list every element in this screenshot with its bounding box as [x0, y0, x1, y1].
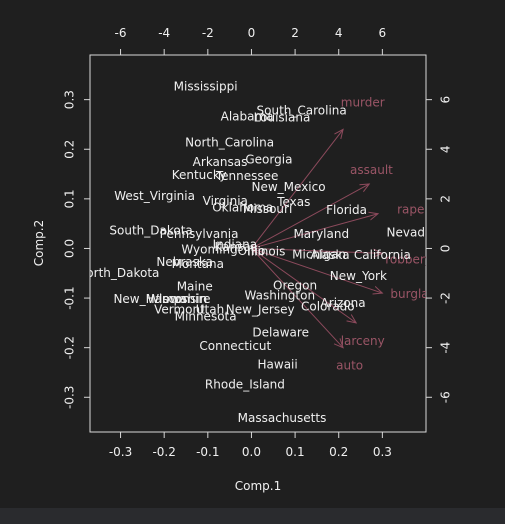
axes: -0.3 -0.2 -0.1 0.0 0.1 0.2 0.3 -0.3 -0.2 -0.1 0.0 0…: [63, 26, 453, 459]
state-label: Hawaii: [258, 358, 298, 372]
right-tick-label: 0: [439, 245, 453, 253]
state-label: Montana: [172, 257, 224, 271]
state-label: Nevada: [387, 226, 433, 240]
state-label: Mississippi: [174, 80, 238, 94]
state-label: North_Carolina: [185, 135, 274, 149]
state-label: Maryland: [293, 227, 349, 241]
top-tick-label: 2: [291, 26, 299, 40]
state-labels: MississippiSouth_CarolinaAlabamaLouisian…: [77, 80, 432, 425]
state-label: California: [354, 248, 411, 262]
y-tick-label: 0.2: [63, 140, 77, 159]
state-label: Arkansas: [193, 155, 248, 169]
state-label: New_Mexico: [252, 180, 326, 194]
right-tick-label: -4: [439, 342, 453, 354]
state-label: Connecticut: [199, 339, 271, 353]
bottom-strip: [0, 508, 505, 524]
loading-label-burglary: burglary: [390, 287, 440, 301]
y-tick-label: 0.1: [63, 189, 77, 208]
state-label: Florida: [326, 203, 367, 217]
state-label: Delaware: [252, 325, 309, 339]
right-tick-label: -6: [439, 391, 453, 403]
right-tick-label: -2: [439, 292, 453, 304]
state-label: Colorado: [301, 299, 355, 313]
top-tick-label: -4: [158, 26, 170, 40]
state-label: Rhode_Island: [205, 377, 285, 391]
x-tick-label: 0.2: [329, 445, 348, 459]
right-tick-label: 2: [439, 195, 453, 203]
state-label: Massachusetts: [238, 411, 327, 425]
x-tick-label: 0.1: [286, 445, 305, 459]
y-axis-title: Comp.2: [32, 220, 46, 266]
loading-label-murder: murder: [341, 96, 385, 110]
state-label: Alaska: [310, 248, 349, 262]
top-tick-label: 6: [379, 26, 387, 40]
loading-label-auto: auto: [336, 359, 363, 373]
state-label: West_Virginia: [114, 189, 195, 203]
top-tick-label: -6: [115, 26, 127, 40]
x-tick-label: 0.3: [373, 445, 392, 459]
loading-label-rape: rape: [397, 202, 424, 216]
state-label: Minnesota: [175, 309, 237, 323]
x-tick-label: -0.1: [196, 445, 219, 459]
state-label: Illinois: [247, 244, 285, 258]
y-tick-label: 0.0: [63, 239, 77, 258]
right-tick-label: 6: [439, 96, 453, 104]
top-tick-label: 4: [335, 26, 343, 40]
right-tick-label: 4: [439, 145, 453, 153]
loading-label-assault: assault: [350, 163, 393, 177]
top-tick-label: -2: [202, 26, 214, 40]
state-label: Georgia: [245, 153, 292, 167]
x-axis-title: Comp.1: [235, 479, 281, 493]
y-tick-label: -0.3: [63, 386, 77, 409]
y-tick-label: -0.2: [63, 336, 77, 359]
y-tick-label: 0.3: [63, 90, 77, 109]
state-label: New_York: [330, 269, 387, 283]
state-label: Missouri: [243, 202, 292, 216]
x-tick-label: -0.2: [152, 445, 175, 459]
biplot-chart: -0.3 -0.2 -0.1 0.0 0.1 0.2 0.3 -0.3 -0.2 -0.1 0.0 0…: [0, 0, 505, 508]
state-label: Louisiana: [254, 110, 311, 124]
loading-label-larceny: larceny: [341, 334, 385, 348]
top-tick-label: 0: [248, 26, 256, 40]
x-tick-label: 0.0: [242, 445, 261, 459]
x-tick-label: -0.3: [109, 445, 132, 459]
y-tick-label: -0.1: [63, 286, 77, 309]
